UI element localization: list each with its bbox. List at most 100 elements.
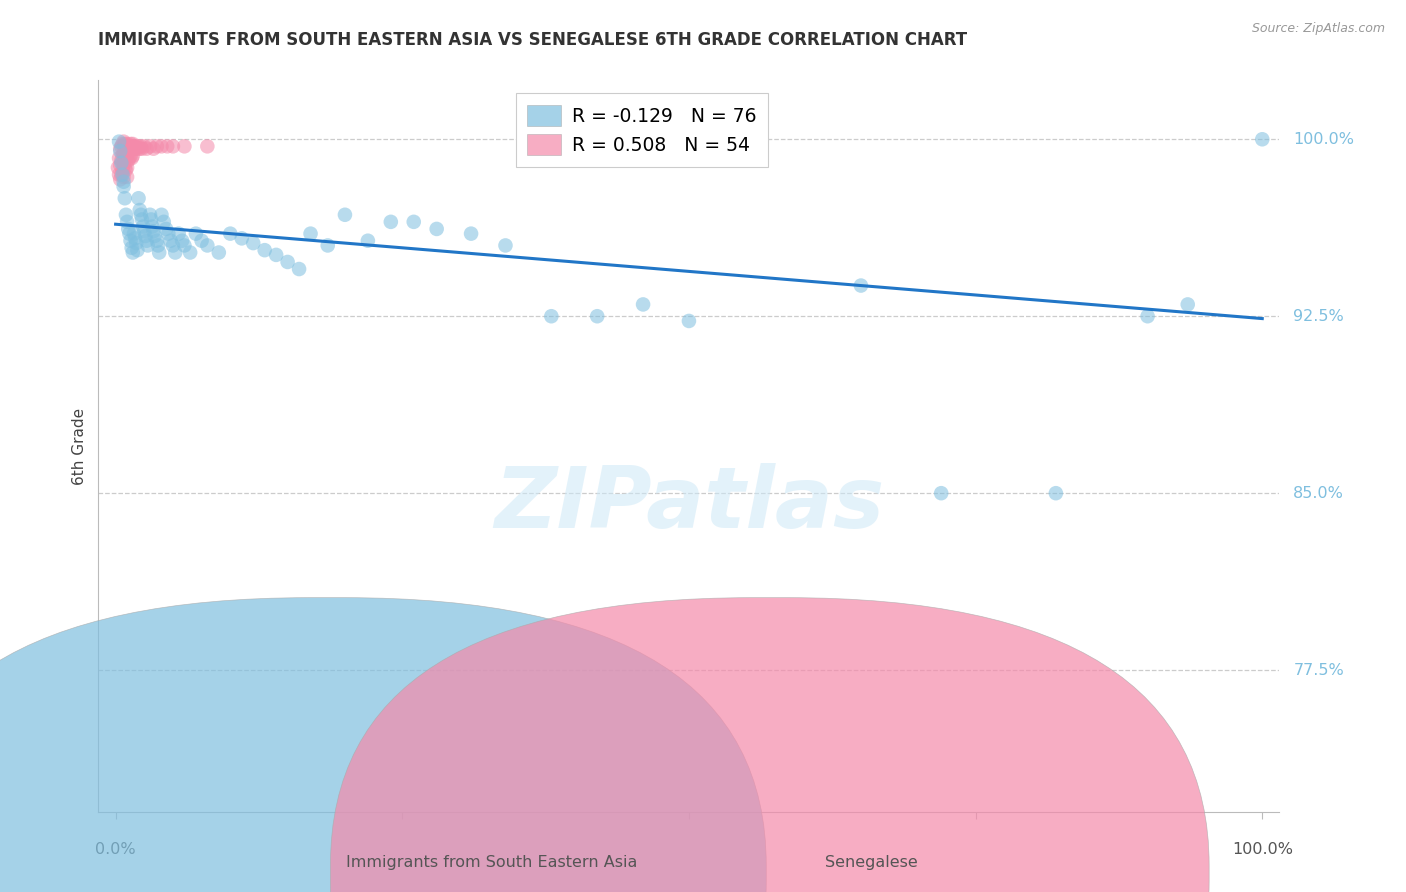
Point xyxy=(121,151,143,165)
Point xyxy=(128,142,150,156)
Point xyxy=(128,191,150,205)
Point xyxy=(121,136,143,151)
Point xyxy=(117,142,139,156)
Point xyxy=(112,175,135,189)
Point xyxy=(402,215,425,229)
Point xyxy=(146,139,169,153)
Point xyxy=(146,234,169,248)
Point xyxy=(139,139,162,153)
Text: 0.0%: 0.0% xyxy=(96,842,136,857)
Point xyxy=(299,227,322,241)
Point xyxy=(631,297,654,311)
Point xyxy=(110,139,132,153)
Point xyxy=(112,146,135,161)
Point xyxy=(128,139,150,153)
Point xyxy=(118,227,141,241)
Point xyxy=(108,144,131,158)
Point xyxy=(460,227,482,241)
Point xyxy=(1251,132,1274,146)
Point xyxy=(129,139,152,153)
Point xyxy=(132,219,155,234)
Point xyxy=(112,179,135,194)
Point xyxy=(121,245,143,260)
Point xyxy=(114,161,136,175)
Point xyxy=(157,227,180,241)
Point xyxy=(120,234,142,248)
Point xyxy=(540,310,562,324)
Point xyxy=(208,245,231,260)
Point xyxy=(150,208,173,222)
Point xyxy=(111,163,134,178)
Point xyxy=(108,158,131,172)
Point xyxy=(155,222,177,236)
Point xyxy=(159,234,181,248)
Point xyxy=(288,262,311,277)
Point xyxy=(124,231,146,245)
Point xyxy=(110,153,132,168)
Point xyxy=(173,139,195,153)
Point xyxy=(115,149,138,163)
Point xyxy=(125,236,148,251)
Legend: R = -0.129   N = 76, R = 0.508   N = 54: R = -0.129 N = 76, R = 0.508 N = 54 xyxy=(516,94,768,167)
Point xyxy=(111,149,134,163)
Point xyxy=(115,169,138,184)
Point xyxy=(114,136,136,151)
Point xyxy=(115,151,138,165)
Point xyxy=(111,136,134,151)
Text: Source: ZipAtlas.com: Source: ZipAtlas.com xyxy=(1251,22,1385,36)
Text: IMMIGRANTS FROM SOUTH EASTERN ASIA VS SENEGALESE 6TH GRADE CORRELATION CHART: IMMIGRANTS FROM SOUTH EASTERN ASIA VS SE… xyxy=(98,31,967,49)
Point xyxy=(136,238,159,252)
Point xyxy=(117,153,139,168)
Point xyxy=(121,241,143,255)
Point xyxy=(167,227,190,241)
Point xyxy=(162,139,184,153)
Point xyxy=(114,149,136,163)
Point xyxy=(131,142,153,156)
Point xyxy=(131,212,153,227)
Point xyxy=(173,238,195,252)
Point xyxy=(114,191,136,205)
Point xyxy=(110,156,132,170)
Point xyxy=(242,236,264,251)
Point xyxy=(162,238,184,252)
Point xyxy=(108,151,131,165)
Text: 77.5%: 77.5% xyxy=(1294,663,1344,678)
Point xyxy=(115,161,138,175)
Text: Senegalese: Senegalese xyxy=(825,855,918,870)
Y-axis label: 6th Grade: 6th Grade xyxy=(72,408,87,484)
Point xyxy=(139,208,162,222)
Point xyxy=(277,255,299,269)
Point xyxy=(316,238,339,252)
Point xyxy=(111,168,134,182)
Point xyxy=(156,139,179,153)
Point xyxy=(135,142,157,156)
Point xyxy=(146,238,169,252)
Point xyxy=(115,139,138,153)
Point xyxy=(380,215,402,229)
Text: 100.0%: 100.0% xyxy=(1232,842,1292,857)
Point xyxy=(495,238,517,252)
Point xyxy=(426,222,449,236)
Point xyxy=(108,142,131,156)
Point xyxy=(122,227,145,241)
Point xyxy=(128,202,150,217)
Point xyxy=(195,238,218,252)
Point xyxy=(1136,310,1159,324)
Point xyxy=(110,168,132,182)
Point xyxy=(118,151,141,165)
Point xyxy=(678,314,700,328)
Text: 100.0%: 100.0% xyxy=(1294,132,1354,147)
Point xyxy=(253,243,276,257)
Text: Immigrants from South Eastern Asia: Immigrants from South Eastern Asia xyxy=(346,855,638,870)
Point xyxy=(108,172,131,186)
Point xyxy=(134,229,156,244)
Point xyxy=(142,224,165,238)
Point xyxy=(117,222,139,236)
Point xyxy=(120,149,142,163)
Point xyxy=(141,212,163,227)
Point xyxy=(127,142,149,156)
Point xyxy=(107,161,129,175)
Point xyxy=(357,234,380,248)
Point xyxy=(108,135,131,149)
Point xyxy=(112,135,135,149)
